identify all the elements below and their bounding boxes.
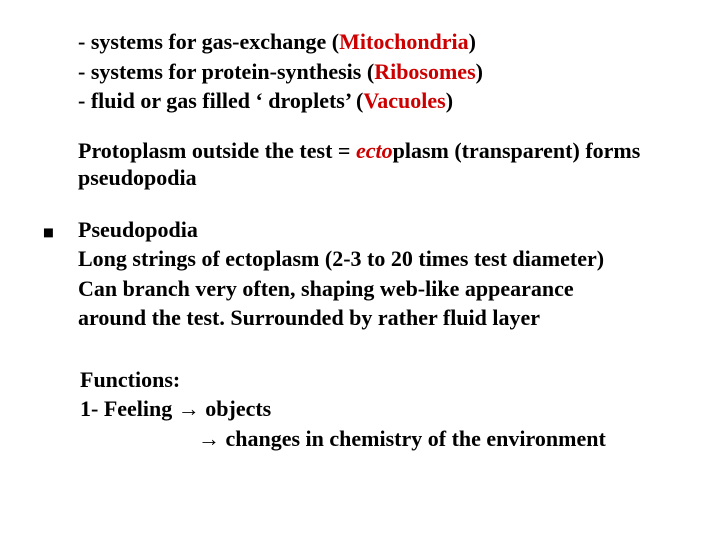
text: objects bbox=[200, 396, 271, 421]
text: ) bbox=[476, 59, 483, 84]
pseudopodia-line-1: Long strings of ectoplasm (2-3 to 20 tim… bbox=[78, 245, 680, 273]
text: - fluid or gas filled ‘ droplets’ ( bbox=[78, 88, 363, 113]
functions-row-1: 1- Feeling → objects bbox=[80, 395, 680, 423]
functions-row-2: → changes in chemistry of the environmen… bbox=[198, 425, 680, 453]
protoplasm-para: Protoplasm outside the test = ectoplasm … bbox=[78, 137, 680, 192]
ecto-prefix: ecto bbox=[356, 138, 393, 163]
arrow-icon: → bbox=[198, 426, 220, 451]
system-line-2: - systems for protein-synthesis (Ribosom… bbox=[78, 58, 680, 86]
text: Protoplasm outside the test = bbox=[78, 138, 356, 163]
pseudopodia-title: Pseudopodia bbox=[78, 216, 680, 244]
text: - systems for protein-synthesis ( bbox=[78, 59, 374, 84]
text: changes in chemistry of the environment bbox=[220, 426, 606, 451]
pseudopodia-line-3: around the test. Surrounded by rather fl… bbox=[78, 304, 680, 332]
system-line-1: - systems for gas-exchange (Mitochondria… bbox=[78, 28, 680, 56]
functions-block: Functions: 1- Feeling → objects → change… bbox=[80, 366, 680, 453]
highlight-vacuoles: Vacuoles bbox=[363, 88, 445, 113]
pseudopodia-line-2: Can branch very often, shaping web-like … bbox=[78, 275, 680, 303]
text: ) bbox=[446, 88, 453, 113]
square-bullet-icon: ▪ bbox=[42, 222, 60, 244]
highlight-mitochondria: Mitochondria bbox=[339, 29, 469, 54]
text: ) bbox=[469, 29, 476, 54]
pseudopodia-bullet: ▪ Pseudopodia Long strings of ectoplasm … bbox=[40, 216, 680, 334]
pseudopodia-body: Pseudopodia Long strings of ectoplasm (2… bbox=[78, 216, 680, 334]
highlight-ribosomes: Ribosomes bbox=[374, 59, 475, 84]
systems-list: - systems for gas-exchange (Mitochondria… bbox=[78, 28, 680, 115]
system-line-3: - fluid or gas filled ‘ droplets’ (Vacuo… bbox=[78, 87, 680, 115]
text: - systems for gas-exchange ( bbox=[78, 29, 339, 54]
text: 1- Feeling bbox=[80, 396, 178, 421]
functions-heading: Functions: bbox=[80, 366, 680, 394]
arrow-icon: → bbox=[178, 396, 200, 421]
